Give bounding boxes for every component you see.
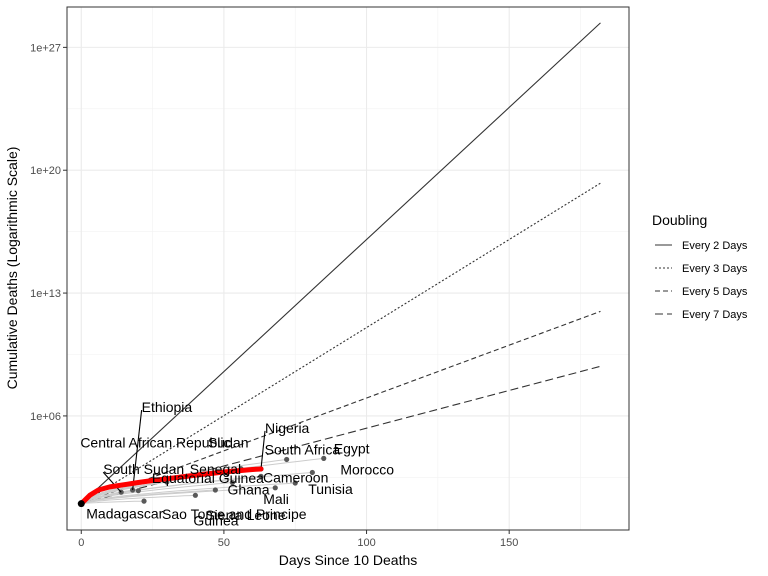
label-senegal: Senegal — [190, 461, 241, 477]
point-ghana — [229, 479, 236, 486]
x-tick-label: 0 — [78, 537, 84, 549]
point-morocco — [309, 469, 315, 476]
leader-nigeria — [260, 430, 266, 470]
legend-items: Every 2 Days Every 3 Days Every 5 Days Ever… — [655, 240, 748, 321]
y-tick-label: 1e+06 — [30, 411, 61, 423]
trajectory-ghana — [81, 482, 233, 505]
point-cameroon — [258, 473, 264, 479]
label-egypt: Egypt — [334, 440, 370, 456]
label-south-sudan: South Sudan — [103, 461, 184, 477]
point-tunisia — [292, 480, 298, 486]
label-central-african-republic: Central African Republic — [80, 435, 230, 451]
x-tick-label: 150 — [500, 537, 518, 549]
point-ethiopia — [130, 487, 136, 493]
trajectory-guinea — [81, 494, 196, 505]
x-tick-label: 100 — [357, 537, 375, 549]
y-tick-label: 1e+13 — [30, 288, 61, 300]
point-guinea — [192, 492, 198, 498]
label-sao-tome-and-principe: Sao Tome and Principe — [162, 506, 307, 522]
label-mali: Mali — [263, 491, 289, 507]
label-equatorial-guinea: Equatorial Guinea — [152, 470, 264, 486]
point-sao-tome-and-principe — [141, 498, 147, 504]
point-central-african-republic — [135, 488, 141, 494]
point-mali — [272, 485, 278, 491]
trajectory-tunisia — [81, 482, 296, 505]
legend-label-3-days: Every 3 Days — [682, 263, 748, 275]
point-south-africa — [284, 456, 290, 463]
legend-label-7-days: Every 7 Days — [682, 309, 748, 321]
y-tick-label: 1e+27 — [30, 42, 61, 54]
x-tick-label: 50 — [218, 537, 230, 549]
highlight-start-point — [77, 500, 85, 508]
plot-panel-border — [66, 6, 630, 531]
point-egypt — [321, 455, 327, 461]
y-axis-title: Cumulative Deaths (Logarithmic Scale) — [4, 147, 20, 390]
label-guinea: Guinea — [193, 512, 238, 528]
label-nigeria: Nigeria — [265, 420, 310, 436]
label-cameroon: Cameroon — [263, 469, 328, 485]
label-madagascar: Madagascar — [86, 506, 163, 522]
label-south-africa: South Africa — [265, 441, 341, 457]
label-ghana: Ghana — [227, 482, 269, 498]
y-tick-label: 1e+20 — [30, 165, 61, 177]
legend-label-2-days: Every 2 Days — [682, 240, 748, 252]
highlight-line — [78, 466, 264, 507]
y-axis: 1e+06 1e+13 1e+20 1e+27 — [30, 42, 67, 423]
reference-line-5-days — [81, 310, 601, 505]
leader-ethiopia — [132, 409, 143, 491]
highlight-series — [77, 466, 264, 508]
trajectory-sierra-leone — [81, 489, 216, 505]
trajectory-equatorial-guinea — [80, 481, 167, 505]
label-morocco: Morocco — [340, 461, 394, 477]
label-leader-lines — [102, 409, 266, 493]
label-sierra-leone: Sierra Leone — [205, 507, 285, 523]
legend-label-5-days: Every 5 Days — [682, 286, 748, 298]
reference-line-3-days — [80, 182, 601, 505]
point-sierra-leone — [212, 487, 218, 493]
label-tunisia: Tunisia — [308, 481, 353, 497]
reference-line-2-days — [80, 22, 601, 505]
label-sudan: Sudan — [208, 435, 248, 451]
plot-panel-background — [67, 7, 629, 530]
label-ethiopia: Ethiopia — [142, 399, 193, 415]
x-axis-title: Days Since 10 Deaths — [279, 552, 418, 568]
leader-south-sudan — [102, 471, 122, 493]
legend-title: Doubling — [652, 212, 707, 228]
x-axis: 0 50 100 150 — [78, 530, 518, 549]
trajectory-sao-tome-and-principe — [81, 500, 145, 505]
legend: Doubling Every 2 Days Every 3 Days Every 5… — [652, 212, 748, 321]
